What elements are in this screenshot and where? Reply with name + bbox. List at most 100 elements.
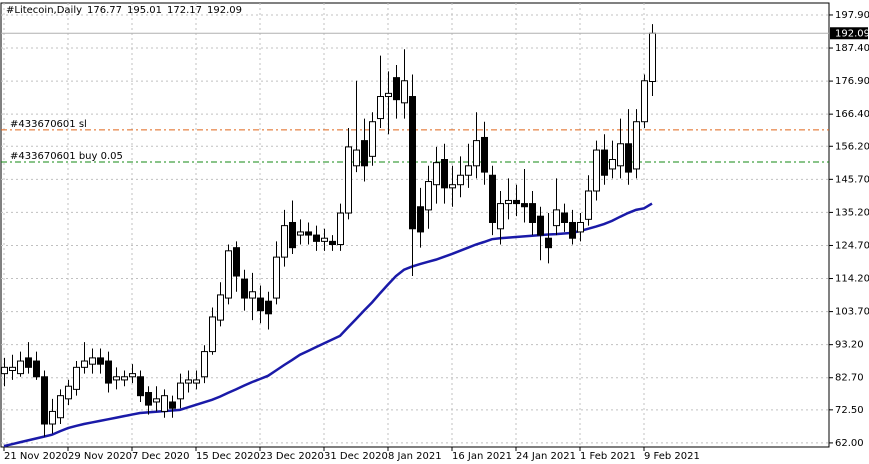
- candle-body: [57, 395, 64, 419]
- candle-body: [401, 80, 408, 104]
- candle-body: [633, 121, 640, 170]
- candle-body: [425, 181, 432, 211]
- x-tick-label: 15 Dec 2020: [196, 451, 260, 462]
- y-tick-label: 166.40: [835, 109, 869, 120]
- candle-body: [513, 199, 520, 205]
- candle-body: [241, 278, 248, 299]
- candle-body: [25, 357, 32, 368]
- candle-body: [121, 376, 128, 381]
- candle-body: [561, 212, 568, 223]
- y-tick-label: 103.70: [835, 307, 869, 318]
- candle-body: [553, 209, 560, 227]
- candle-body: [97, 357, 104, 365]
- candle-body: [41, 376, 48, 425]
- candle-body: [497, 203, 504, 230]
- current-price-box: [830, 27, 868, 40]
- candle-body: [505, 199, 512, 205]
- header-low: 172.17: [167, 5, 202, 16]
- candle-body: [113, 376, 120, 381]
- current-price-label: 192.09: [835, 28, 869, 39]
- candle-body: [641, 80, 648, 123]
- candle-body: [9, 366, 16, 371]
- symbol: #Litecoin,Daily: [6, 5, 82, 16]
- candle-body: [569, 221, 576, 239]
- y-tick-label: 187.40: [835, 43, 869, 54]
- candle-body: [1, 366, 8, 375]
- candle-body: [457, 174, 464, 186]
- y-tick-label: 156.20: [835, 141, 869, 152]
- candle-body: [289, 221, 296, 249]
- chart-header: #Litecoin,Daily 176.77 195.01 172.17 192.09: [6, 5, 242, 16]
- candle-body: [153, 398, 160, 403]
- candle-body: [225, 250, 232, 299]
- candle-body: [161, 395, 168, 412]
- candle-body: [273, 256, 280, 299]
- y-tick-label: 114.20: [835, 274, 869, 285]
- candle-body: [377, 96, 384, 120]
- candle-body: [297, 231, 304, 236]
- candle-body: [625, 143, 632, 173]
- x-tick-label: 8 Jan 2021: [388, 451, 442, 462]
- candle-body: [529, 203, 536, 223]
- candle-body: [169, 401, 176, 409]
- header-high: 195.01: [127, 5, 162, 16]
- candle-body: [593, 149, 600, 192]
- candle-body: [105, 360, 112, 384]
- candle-body: [481, 136, 488, 173]
- candle-body: [233, 247, 240, 277]
- candle-body: [465, 165, 472, 176]
- y-tick-label: 124.70: [835, 240, 869, 251]
- y-tick-label: 176.90: [835, 76, 869, 87]
- y-tick-label: 62.00: [835, 438, 864, 449]
- candle-body: [249, 291, 256, 299]
- header-close: 192.09: [207, 5, 242, 16]
- candle-body: [417, 206, 424, 233]
- candle-body: [201, 351, 208, 378]
- x-tick-label: 7 Dec 2020: [132, 451, 190, 462]
- candle-body: [329, 240, 336, 246]
- candle-body: [585, 190, 592, 220]
- candle-body: [617, 143, 624, 167]
- header-open: 176.77: [87, 5, 122, 16]
- candle-body: [409, 96, 416, 230]
- candle-body: [17, 360, 24, 375]
- y-tick-label: 197.90: [835, 10, 869, 21]
- candle-body: [433, 162, 440, 186]
- candle-body: [609, 159, 616, 170]
- candle-body: [305, 231, 312, 236]
- candle-body: [265, 300, 272, 315]
- candle-body: [217, 294, 224, 321]
- x-tick-label: 21 Nov 2020: [4, 451, 68, 462]
- candle-body: [193, 379, 200, 384]
- candle-body: [145, 392, 152, 406]
- candle-body: [385, 92, 392, 98]
- candle-body: [337, 212, 344, 246]
- x-tick-label: 9 Feb 2021: [644, 451, 700, 462]
- candle-body: [521, 203, 528, 208]
- candle-body: [129, 373, 136, 378]
- candle-body: [257, 297, 264, 312]
- candle-body: [33, 360, 40, 378]
- candle-body: [313, 234, 320, 242]
- y-tick-label: 93.20: [835, 340, 864, 351]
- candle-body: [353, 149, 360, 167]
- candle-body: [393, 77, 400, 101]
- candle-body: [281, 225, 288, 258]
- candle-body: [473, 140, 480, 167]
- x-tick-label: 29 Nov 2020: [68, 451, 132, 462]
- candle-body: [545, 237, 552, 249]
- candle-body: [137, 376, 144, 397]
- candle-body: [49, 410, 56, 425]
- y-tick-label: 72.50: [835, 405, 864, 416]
- candle-body: [369, 121, 376, 157]
- candle-body: [177, 382, 184, 400]
- candle-body: [601, 149, 608, 176]
- trade-level-label: #433670601 sl: [10, 119, 87, 130]
- x-tick-label: 16 Jan 2021: [452, 451, 512, 462]
- candle-body: [361, 140, 368, 167]
- x-tick-label: 24 Jan 2021: [516, 451, 576, 462]
- candle-body: [449, 184, 456, 189]
- candle-body: [89, 357, 96, 365]
- candle-body: [441, 159, 448, 189]
